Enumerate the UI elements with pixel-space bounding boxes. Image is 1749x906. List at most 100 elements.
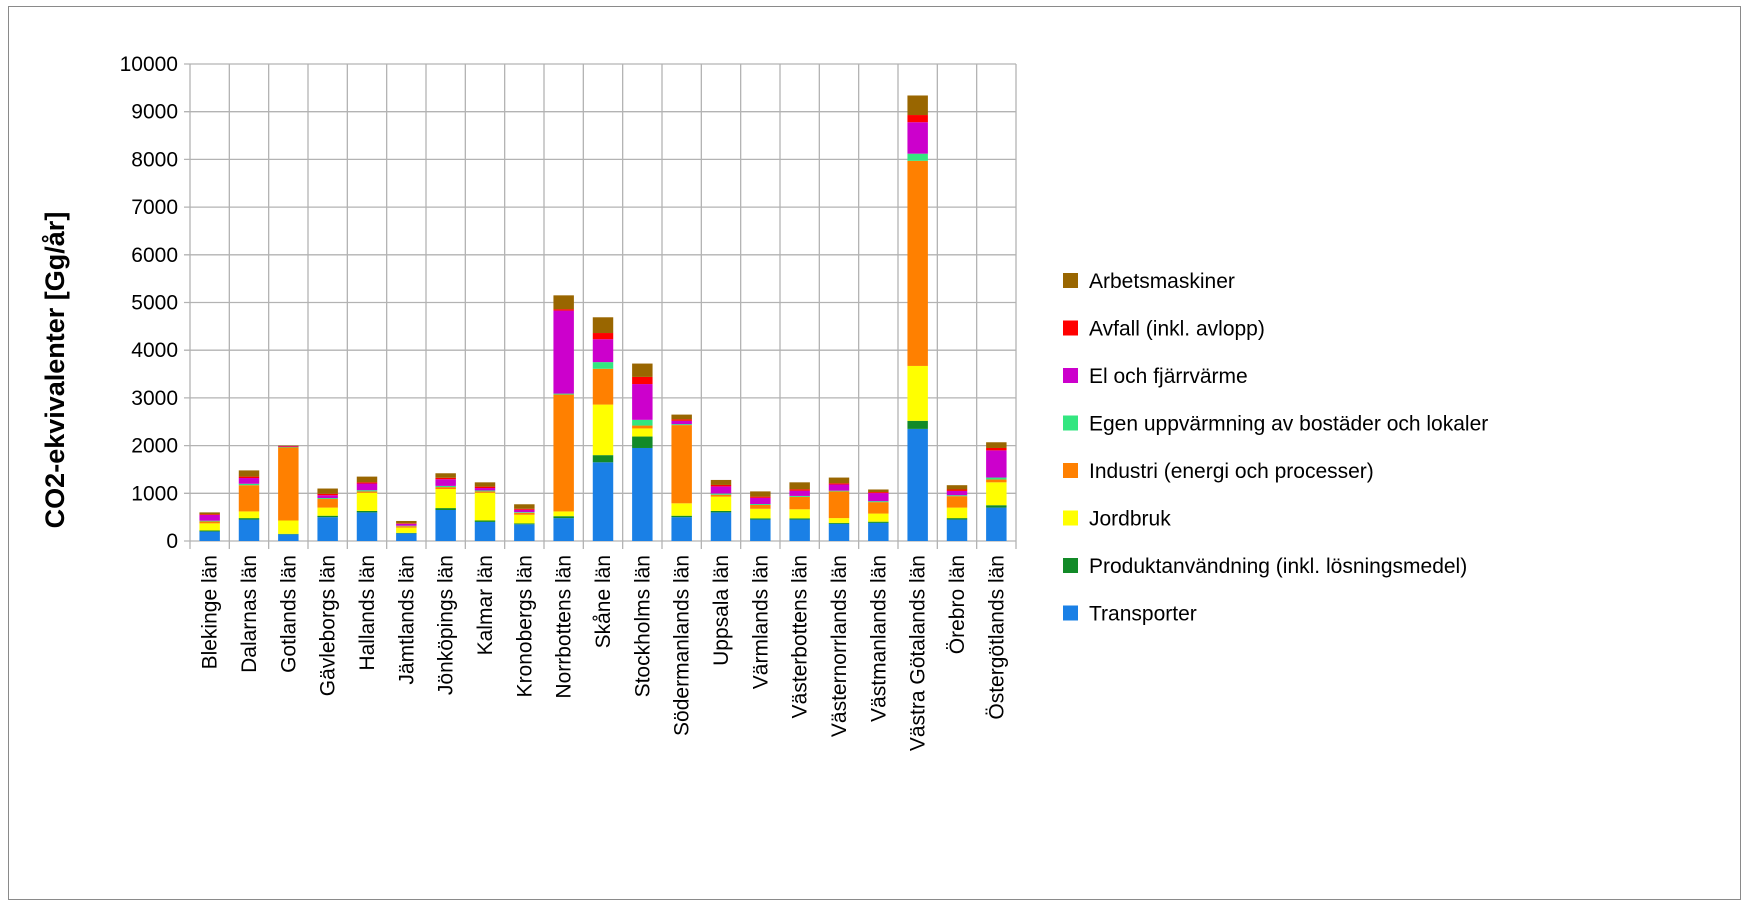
bar-segment xyxy=(710,496,732,511)
legend-entry: Avfall (inkl. avlopp) xyxy=(1089,318,1265,341)
y-tick-label: 10000 xyxy=(120,53,178,76)
bar-segment xyxy=(553,310,574,394)
bar-segment xyxy=(750,518,771,520)
bar-segment xyxy=(238,478,260,484)
bar-segment xyxy=(278,534,299,541)
y-tick-label: 8000 xyxy=(131,148,178,171)
y-tick-label: 4000 xyxy=(131,339,178,362)
y-tick-label: 1000 xyxy=(131,482,178,505)
bar-segment xyxy=(474,486,496,489)
bar-segment xyxy=(828,484,850,491)
x-tick-label: Örebro län xyxy=(946,555,969,654)
y-axis-label: CO2-ekvivalenter [Gg/år] xyxy=(40,212,70,529)
bar-segment xyxy=(632,363,653,377)
bar-segment xyxy=(907,160,928,366)
bar-segment xyxy=(671,503,692,516)
bar-segment xyxy=(199,515,220,521)
bar-segment xyxy=(199,531,220,541)
y-tick-label: 0 xyxy=(166,530,178,553)
bar-segment xyxy=(435,479,456,486)
bar-segment xyxy=(317,517,338,541)
bar-segment xyxy=(238,485,260,512)
x-tick-label: Värmlands län xyxy=(749,555,772,689)
bar-segment xyxy=(396,520,417,524)
bar-segment xyxy=(750,497,771,505)
bar-segment xyxy=(632,436,653,448)
bar-segment xyxy=(238,476,260,479)
bar-segment xyxy=(199,521,220,524)
bar-segment xyxy=(789,490,810,496)
bar-segment xyxy=(907,115,928,123)
x-tick-label: Västerbottens län xyxy=(789,555,812,718)
bar-segment xyxy=(514,508,535,510)
bar-segment xyxy=(396,533,417,541)
bar-segment xyxy=(238,470,260,477)
bar-segment xyxy=(632,384,653,420)
bar-segment xyxy=(356,512,378,541)
bar-segment xyxy=(868,492,889,494)
bar-segment xyxy=(396,526,417,528)
bar-segment xyxy=(986,505,1007,508)
bar-segment xyxy=(592,455,614,463)
legend-entry: El och fjärrvärme xyxy=(1089,365,1248,388)
legend-swatch xyxy=(1063,605,1078,621)
y-tick-label: 7000 xyxy=(131,196,178,219)
bar-segment xyxy=(671,425,692,504)
bar-segment xyxy=(671,414,692,420)
x-tick-label: Västernorrlands län xyxy=(828,555,851,737)
bar-segment xyxy=(946,489,968,491)
bar-segment xyxy=(868,522,889,541)
bar-segment xyxy=(750,504,771,505)
legend-swatch xyxy=(1063,463,1078,478)
bar-segment xyxy=(514,524,535,541)
bar-segment xyxy=(828,490,850,492)
bar-segment xyxy=(238,518,260,520)
bar-segment xyxy=(553,295,574,310)
bar-segment xyxy=(474,491,496,493)
bar-segment xyxy=(553,511,574,517)
bar-segment xyxy=(474,490,496,492)
bar-segment xyxy=(671,420,692,425)
bar-segment xyxy=(907,365,928,421)
bar-segment xyxy=(789,482,810,490)
bar-segment xyxy=(710,512,732,541)
legend-entry: Transporter xyxy=(1089,603,1197,626)
bar-segment xyxy=(317,499,338,508)
bar-segment xyxy=(946,518,968,520)
y-tick-label: 3000 xyxy=(131,387,178,410)
axes: 0 1000 2000 3000 4000 5000 6000 7000 8000 9000 100… xyxy=(120,53,1009,751)
bar-segment xyxy=(592,333,614,340)
x-tick-label: Dalarnas län xyxy=(238,555,261,673)
bar-segment xyxy=(553,309,574,311)
legend-entry: Egen uppvärmning av bostäder och lokaler xyxy=(1089,413,1488,436)
legend-swatch xyxy=(1063,273,1078,288)
bar-segment xyxy=(553,393,574,395)
x-tick-label: Västmanlands län xyxy=(867,555,890,722)
bar-segment xyxy=(946,496,968,508)
y-tick-label: 5000 xyxy=(131,292,178,315)
bar-segment xyxy=(435,473,456,478)
bar-segment xyxy=(356,476,378,483)
legend-entry: Produktanvändning (inkl. lösningsmedel) xyxy=(1089,555,1467,578)
bar-segment xyxy=(514,523,535,525)
legend-entry: Jordbruk xyxy=(1089,508,1171,531)
bar-segment xyxy=(907,95,928,116)
legend-swatch xyxy=(1063,510,1078,526)
bar-segment xyxy=(435,509,456,541)
bar-segment xyxy=(474,492,496,521)
bar-segment xyxy=(435,489,456,509)
bar-segment xyxy=(986,507,1007,541)
bar-segment xyxy=(828,523,850,541)
bar-segment xyxy=(592,362,614,369)
bar-segment xyxy=(632,447,653,541)
bar-segment xyxy=(828,477,850,484)
bar-segment xyxy=(553,516,574,519)
bar-segment xyxy=(946,485,968,490)
bar-segment xyxy=(750,491,771,497)
bar-segment xyxy=(710,479,732,485)
bar-segment xyxy=(789,495,810,497)
bar-segment xyxy=(710,494,732,497)
bar-segment xyxy=(317,495,338,499)
bar-segment xyxy=(986,479,1007,483)
